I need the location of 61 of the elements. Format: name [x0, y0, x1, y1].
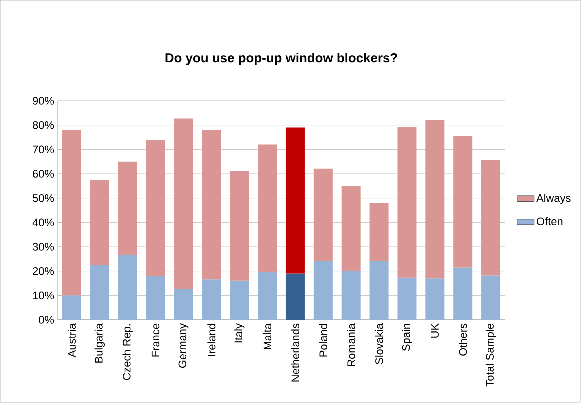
y-tick-label: 70%: [33, 146, 54, 154]
x-tick-label: UK: [431, 324, 439, 338]
y-tick-label: 30%: [32, 243, 54, 251]
bar: [342, 186, 361, 272]
y-tick-label: 50%: [32, 194, 54, 202]
bar: [146, 140, 166, 276]
bar: [90, 180, 110, 266]
bar: [370, 261, 389, 320]
x-tick-label: Romania: [347, 324, 356, 366]
y-tick-label: 60%: [33, 170, 54, 178]
x-tick-label: Slovakia: [375, 324, 384, 364]
bar: [62, 296, 82, 320]
bar: [90, 265, 110, 320]
x-tick-label: France: [152, 324, 160, 357]
bar: [174, 118, 194, 290]
bar: [482, 276, 501, 320]
bar: [62, 130, 82, 296]
bar: [426, 120, 445, 279]
bar: [118, 256, 138, 320]
bar: [202, 280, 222, 320]
bar: [314, 261, 333, 320]
legend-label: Often: [537, 217, 563, 226]
x-tick-label: Poland: [319, 324, 328, 357]
y-tick-label: 90%: [33, 97, 54, 105]
bar: [314, 168, 333, 262]
x-tick-label: Others: [459, 324, 468, 356]
bar: [202, 130, 222, 280]
x-tick-label: Total Sample: [486, 324, 496, 387]
bar: [230, 171, 250, 281]
x-tick-label: Germany: [178, 324, 189, 368]
x-tick-label: Spain: [402, 324, 412, 352]
bar: [258, 144, 278, 272]
x-tick-label: Malta: [264, 324, 272, 350]
bar: [426, 278, 445, 320]
bar: [398, 278, 417, 320]
bar: [398, 127, 417, 278]
x-tick-label: Bulgaria: [94, 324, 106, 363]
legend-label: Always: [536, 194, 571, 204]
y-tick-label: 0%: [39, 316, 54, 324]
bar: [370, 202, 389, 262]
bar: [230, 280, 250, 320]
chart-title: Do you use pop-up window blockers?: [166, 53, 398, 66]
x-tick-label: Czech Rep.: [122, 324, 133, 380]
y-tick-label: 20%: [33, 267, 54, 276]
bar: [454, 268, 473, 320]
bar: [174, 289, 194, 320]
bar: [286, 274, 305, 320]
x-tick-label: Netherlands: [291, 324, 300, 382]
bar: [454, 136, 473, 268]
bar: [342, 271, 361, 320]
y-tick-label: 80%: [33, 121, 54, 130]
bar: [286, 128, 305, 274]
x-tick-label: Austria: [68, 324, 76, 358]
x-tick-label: Italy: [234, 324, 245, 343]
bar: [482, 160, 501, 276]
bar: [118, 162, 138, 256]
y-tick-label: 40%: [32, 218, 54, 227]
y-tick-label: 10%: [33, 292, 54, 300]
bar: [146, 276, 166, 320]
bar: [258, 272, 278, 320]
x-tick-label: Ireland: [208, 324, 216, 356]
